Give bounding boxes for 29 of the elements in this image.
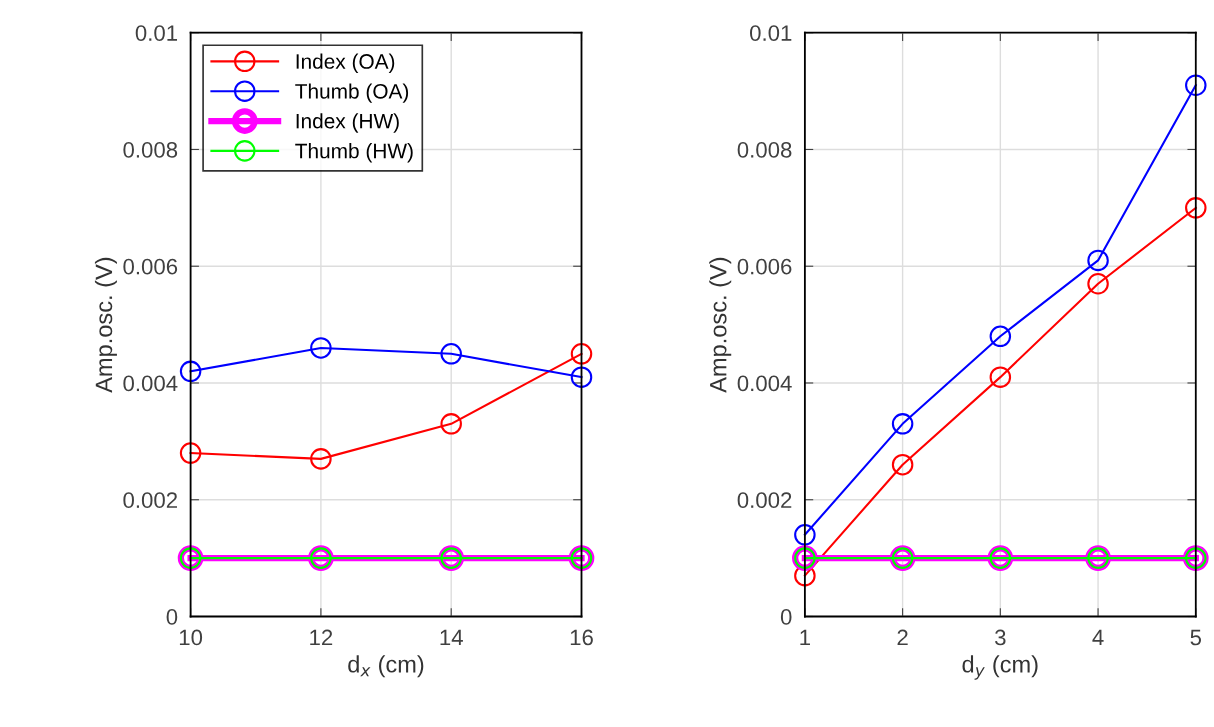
legend-label: Thumb (OA) xyxy=(295,83,409,103)
x-axis-title: d$_{y}$ (cm) xyxy=(962,655,1038,680)
x-axis-title: d$_{x}$ (cm) xyxy=(348,655,424,678)
y-tick-label: 0 xyxy=(780,609,792,625)
y-tick-label: 0.004 xyxy=(737,375,792,392)
y-tick-label: 0.008 xyxy=(123,142,178,158)
y-axis-title: Amp.osc. (V) xyxy=(709,257,732,393)
x-tick-label: 3 xyxy=(995,629,1006,646)
legend-label: Index (OA) xyxy=(296,53,395,73)
x-tick-label: 1 xyxy=(800,629,810,646)
y-tick-label: 0.002 xyxy=(123,492,177,509)
y-tick-label: 0.006 xyxy=(123,258,178,275)
x-tick-label: 12 xyxy=(310,629,333,646)
x-tick-label: 16 xyxy=(570,629,593,646)
y-tick-label: 0.008 xyxy=(737,142,792,158)
y-tick-label: 0.002 xyxy=(737,492,792,509)
y-tick-label: 0.01 xyxy=(750,25,792,41)
x-tick-label: 14 xyxy=(440,629,463,646)
y-axis-title: Amp.osc. (V) xyxy=(94,257,117,393)
y-tick-label: 0.01 xyxy=(135,25,178,41)
legend-label: Index (HW) xyxy=(296,113,399,133)
y-tick-label: 0.006 xyxy=(737,258,792,275)
x-tick-label: 5 xyxy=(1190,629,1202,646)
legend-label: Thumb (HW) xyxy=(295,143,413,163)
y-tick-label: 0 xyxy=(166,609,178,625)
y-tick-label: 0.004 xyxy=(123,375,178,392)
x-tick-label: 10 xyxy=(179,629,203,646)
x-tick-label: 4 xyxy=(1092,629,1104,646)
x-tick-label: 2 xyxy=(897,629,908,646)
